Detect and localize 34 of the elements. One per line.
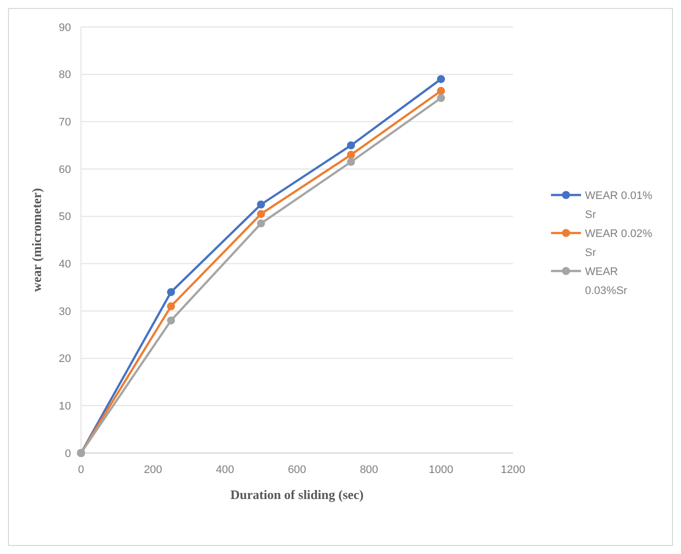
point — [257, 219, 265, 228]
point — [347, 150, 355, 159]
y-tick-label: 0 — [64, 448, 71, 460]
x-axis-title: Duration of sliding (sec) — [230, 487, 364, 502]
point — [167, 288, 175, 296]
point — [437, 94, 445, 102]
point — [257, 210, 265, 218]
y-tick-label: 50 — [58, 211, 71, 224]
y-tick-label: 40 — [58, 258, 71, 271]
point — [257, 200, 265, 208]
x-tick-label: 400 — [216, 464, 234, 476]
legend-label: WEAR 0.02% Sr — [585, 228, 652, 259]
y-axis-title: wear (micrometer) — [29, 188, 44, 292]
x-tick-label: 0 — [78, 464, 84, 476]
y-tick-label: 10 — [58, 400, 71, 413]
x-tick-label: 1200 — [500, 464, 526, 476]
y-tick-label: 60 — [58, 164, 71, 176]
x-tick-label: 200 — [144, 464, 162, 476]
legend-label: WEAR 0.01% Sr — [585, 190, 652, 221]
y-tick-label: 80 — [58, 69, 71, 82]
y-tick-label: 30 — [58, 306, 71, 318]
y-tick-label: 70 — [58, 116, 71, 129]
legend-label: WEAR 0.03%Sr — [585, 266, 628, 297]
y-tick-label: 90 — [58, 22, 71, 34]
point — [167, 302, 175, 310]
point — [347, 141, 355, 150]
point — [167, 316, 175, 324]
x-tick-label: 600 — [288, 464, 306, 476]
x-tick-label: 800 — [360, 464, 378, 476]
point — [437, 86, 445, 95]
x-tick-label: 1000 — [428, 464, 454, 476]
point — [347, 158, 355, 166]
point — [437, 75, 445, 84]
y-tick-label: 20 — [58, 353, 71, 366]
